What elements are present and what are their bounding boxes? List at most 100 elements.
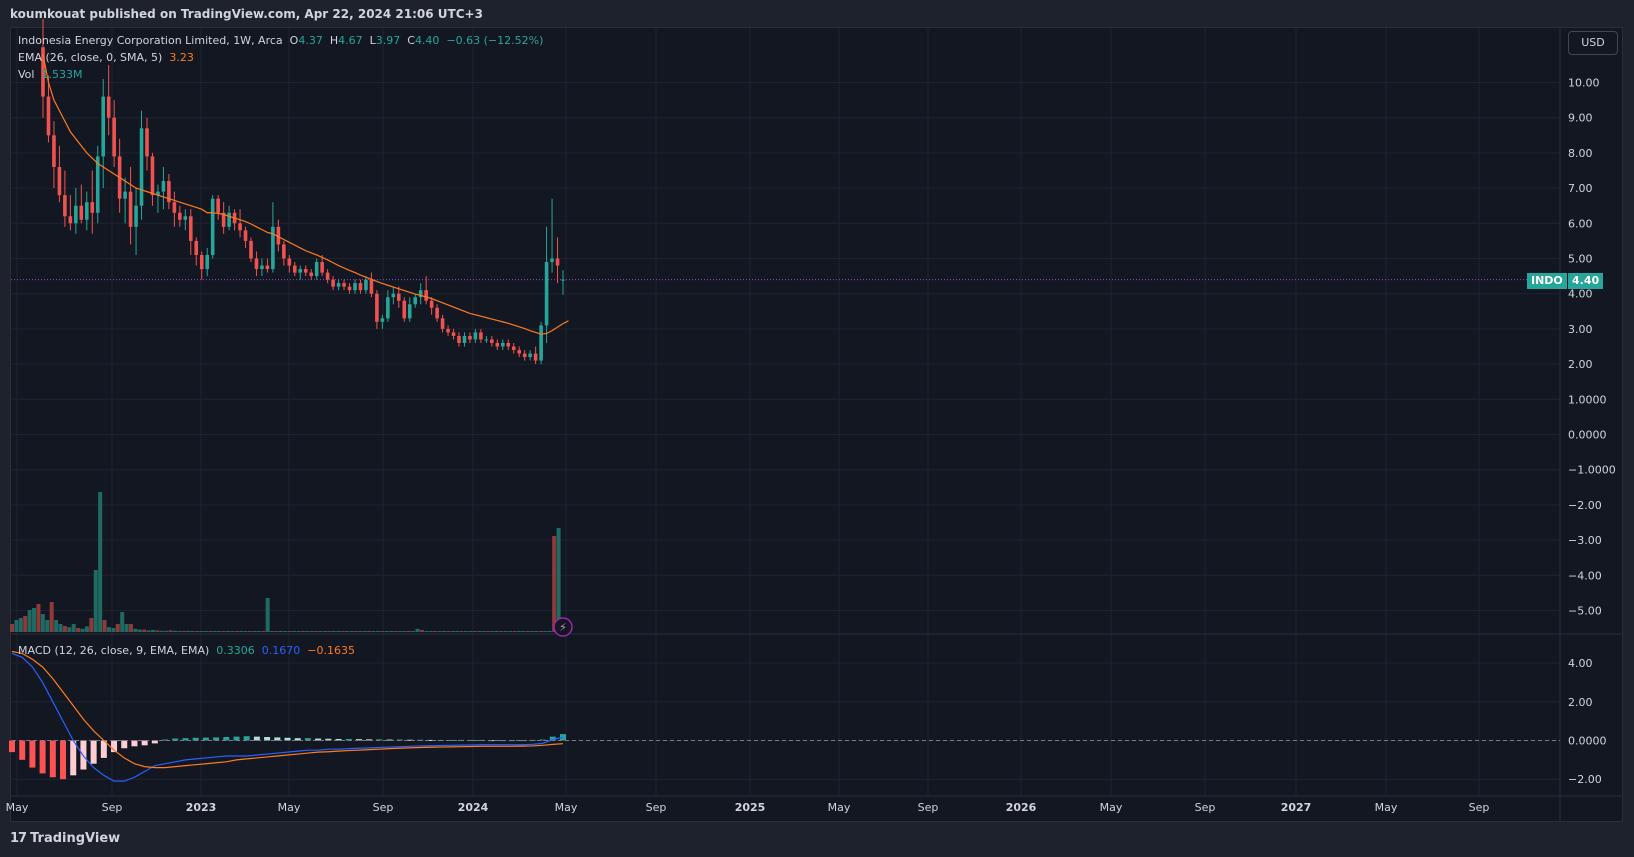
- open-label: O: [289, 34, 299, 47]
- low-label: L: [369, 34, 376, 47]
- price-axis-label: −2.00: [1568, 499, 1602, 512]
- candle-body: [205, 254, 210, 270]
- volume-bar: [274, 631, 279, 632]
- volume-bar: [415, 628, 420, 632]
- volume-bar: [340, 631, 345, 632]
- currency-button[interactable]: USD: [1568, 31, 1618, 55]
- candle-body: [287, 258, 292, 266]
- candle-body: [101, 96, 106, 157]
- volume-bar: [358, 631, 363, 632]
- candle-body: [500, 342, 505, 347]
- candle-body: [457, 335, 461, 343]
- macd-axis-label: 2.00: [1568, 696, 1593, 709]
- volume-bar: [23, 616, 28, 632]
- macd-hist-value: 0.3306: [216, 644, 255, 657]
- time-axis-label: May: [555, 801, 578, 814]
- macd-hist-bar: [192, 737, 199, 741]
- time-axis-label: 2024: [458, 801, 489, 814]
- volume-bar: [384, 631, 389, 632]
- last-price-tag: 4.40: [1568, 273, 1604, 289]
- price-axis-label: 1.0000: [1568, 393, 1607, 406]
- volume-bar: [538, 631, 543, 632]
- candle-body: [221, 212, 226, 227]
- candle-body: [298, 269, 303, 273]
- macd-hist-bar: [172, 738, 179, 741]
- close-label: C: [407, 34, 415, 47]
- macd-hist-bar: [70, 740, 77, 776]
- low-value: 3.97: [375, 34, 401, 47]
- price-axis-label: −3.00: [1568, 534, 1602, 547]
- candle-body: [68, 216, 73, 224]
- volume-bar: [243, 631, 248, 632]
- macd-hist-bar: [386, 739, 393, 741]
- candle-body: [216, 198, 220, 213]
- volume-bar: [543, 631, 548, 632]
- volume-bar: [486, 631, 491, 632]
- macd-hist-bar: [345, 738, 352, 741]
- volume-bar: [265, 598, 270, 632]
- candle-body: [320, 262, 324, 273]
- time-axis-label: May: [278, 801, 301, 814]
- macd-hist-bar: [315, 738, 322, 741]
- macd-hist-bar: [253, 736, 260, 741]
- change-value: −0.63 (−12.52%): [446, 34, 544, 47]
- chart-panel[interactable]: [10, 27, 1623, 822]
- volume-bar: [477, 631, 482, 632]
- macd-label: MACD (12, 26, close, 9, EMA, EMA): [18, 644, 210, 657]
- volume-bar: [362, 631, 367, 632]
- ema-line: [42, 54, 569, 335]
- volume-bar: [234, 631, 239, 632]
- time-axis-label: 2027: [1281, 801, 1312, 814]
- price-axis-label: 3.00: [1568, 323, 1593, 336]
- candle-body: [167, 181, 171, 203]
- macd-hist-bar: [19, 740, 26, 760]
- time-axis-label: Sep: [373, 801, 394, 814]
- candle-body: [391, 293, 396, 298]
- vol-legend: Vol 1.533M: [18, 68, 82, 81]
- volume-bar: [305, 631, 310, 632]
- macd-hist-bar: [151, 740, 158, 744]
- time-axis-label: 2025: [735, 801, 766, 814]
- volume-bar: [89, 618, 94, 632]
- candle-body: [550, 258, 554, 263]
- volume-bar: [10, 624, 14, 632]
- volume-bar: [433, 631, 438, 632]
- volume-bar: [261, 631, 266, 632]
- candle-body: [183, 216, 188, 220]
- price-axis-label: −4.00: [1568, 569, 1602, 582]
- candle-body: [446, 328, 450, 333]
- volume-bar: [424, 631, 429, 632]
- volume-bar: [380, 631, 385, 632]
- volume-bar: [102, 620, 107, 632]
- candle-body: [511, 346, 516, 351]
- macd-hist-bar: [519, 740, 526, 742]
- candle-body: [495, 342, 500, 347]
- volume-bar: [14, 620, 19, 632]
- volume-bar: [225, 631, 230, 632]
- volume-bar: [203, 631, 208, 632]
- volume-bar: [309, 631, 314, 632]
- time-axis-label: Sep: [646, 801, 667, 814]
- volume-bar: [111, 628, 116, 632]
- volume-bar: [93, 570, 98, 632]
- volume-bar: [36, 604, 41, 632]
- footer-brand[interactable]: 17 TradingView: [10, 831, 120, 846]
- macd-axis-label: 0.0000: [1568, 735, 1607, 748]
- macd-signal-line: [11, 650, 564, 769]
- candle-body: [451, 332, 456, 336]
- macd-legend: MACD (12, 26, close, 9, EMA, EMA) 0.3306…: [18, 644, 355, 657]
- symbol-price-tag: INDO: [1527, 273, 1567, 289]
- macd-hist-bar: [49, 740, 56, 778]
- volume-bar: [146, 630, 151, 632]
- volume-bar: [336, 631, 341, 632]
- volume-bar: [168, 630, 173, 632]
- high-value: 4.67: [338, 34, 363, 47]
- macd-hist-bar: [335, 738, 342, 741]
- candle-body: [490, 339, 494, 343]
- volume-bar: [177, 631, 182, 632]
- volume-bar: [151, 630, 156, 632]
- volume-bar: [375, 631, 380, 632]
- candle-body: [123, 191, 127, 199]
- candle-body: [282, 244, 286, 259]
